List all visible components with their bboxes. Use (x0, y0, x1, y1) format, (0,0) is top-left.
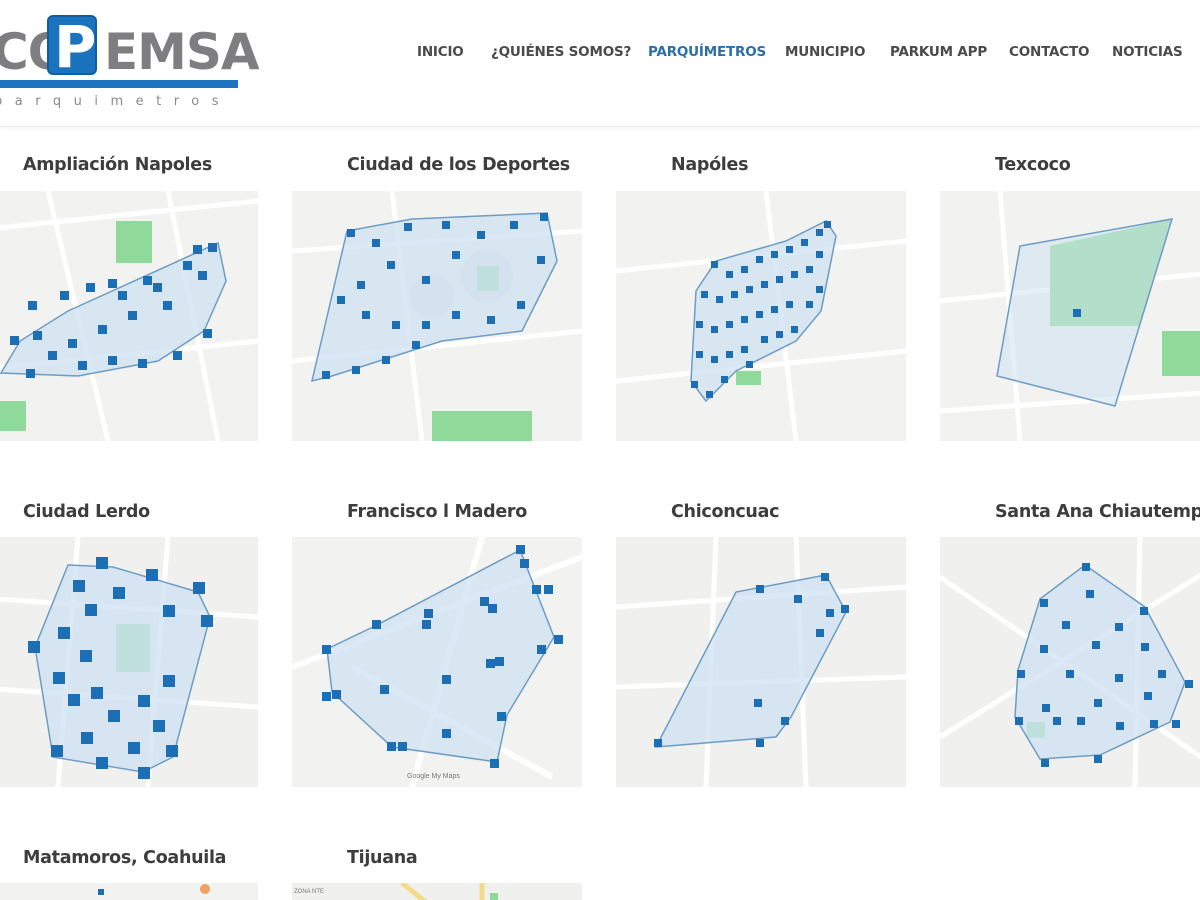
map-graphic (292, 191, 582, 441)
zone-map-santa-ana-chiautempan[interactable] (940, 537, 1200, 787)
zone-map-matamoros-coahuila[interactable] (0, 883, 258, 900)
logo-parking-icon: P (47, 15, 97, 79)
zone-title: Chiconcuac (671, 502, 780, 522)
zone-map-chiconcuac[interactable] (616, 537, 906, 787)
zone-map-ciudad-de-los-deportes[interactable] (292, 191, 582, 441)
zone-map-ampliacion-napoles[interactable] (0, 191, 258, 441)
map-graphic (940, 537, 1200, 787)
zone-title: Ciudad de los Deportes (347, 155, 570, 175)
svg-text:Google My Maps: Google My Maps (407, 773, 460, 780)
map-graphic (0, 883, 258, 900)
copemsa-logo[interactable]: CO P EMSA parquimetros (0, 12, 260, 112)
nav-parkum-app[interactable]: PARKUM APP (890, 44, 988, 60)
zone-title: Texcoco (995, 155, 1071, 175)
nav-noticias[interactable]: NOTICIAS (1112, 44, 1183, 60)
logo-bar (0, 80, 238, 88)
zone-title: Ampliación Napoles (23, 155, 212, 175)
zone-title: Santa Ana Chiautempan (995, 502, 1200, 522)
main-nav: INICIO ¿QUIÉNES SOMOS? PARQUÍMETROS MUNI… (0, 44, 1200, 66)
map-graphic (0, 537, 258, 787)
nav-municipio[interactable]: MUNICIPIO (785, 44, 866, 60)
logo-text-right: EMSA (104, 23, 260, 81)
site-header: CO P EMSA parquimetros INICIO ¿QUIÉNES S… (0, 0, 1200, 127)
nav-parquimetros[interactable]: PARQUÍMETROS (648, 44, 767, 60)
zone-map-francisco-i-madero[interactable]: Google My Maps (292, 537, 582, 787)
logo-tagline: parquimetros (0, 94, 231, 109)
zone-title: Ciudad Lerdo (23, 502, 150, 522)
map-graphic (616, 191, 906, 441)
zone-title: Francisco l Madero (347, 502, 527, 522)
svg-text:ZONA NTE: ZONA NTE (294, 889, 324, 895)
nav-contacto[interactable]: CONTACTO (1009, 44, 1090, 60)
zone-map-tijuana[interactable]: ZONA NTE (292, 883, 582, 900)
zone-map-napoles[interactable] (616, 191, 906, 441)
map-graphic: ZONA NTE (292, 883, 582, 900)
zone-map-texcoco[interactable] (940, 191, 1200, 441)
zone-title: Matamoros, Coahuila (23, 848, 227, 868)
zone-title: Tijuana (347, 848, 418, 868)
zone-title: Napóles (671, 155, 749, 175)
map-graphic (616, 537, 906, 787)
nav-inicio[interactable]: INICIO (417, 44, 464, 60)
map-graphic (0, 191, 258, 441)
map-graphic (940, 191, 1200, 441)
zone-map-ciudad-lerdo[interactable] (0, 537, 258, 787)
map-graphic: Google My Maps (292, 537, 582, 787)
nav-quienes-somos[interactable]: ¿QUIÉNES SOMOS? (491, 44, 632, 60)
